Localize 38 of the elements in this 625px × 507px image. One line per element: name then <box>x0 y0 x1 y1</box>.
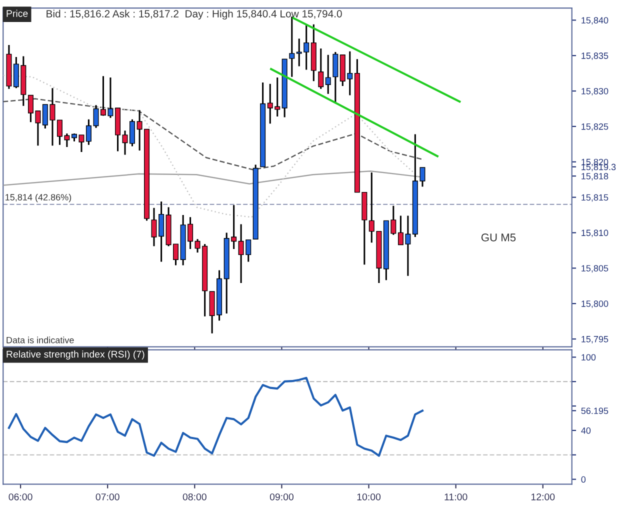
x-tick-label: 06:00 <box>8 493 32 500</box>
x-tick-label: 09:00 <box>270 493 294 500</box>
y-tick-label: 15,810 <box>582 230 608 238</box>
line-series <box>8 376 424 457</box>
y-tick-label: 100 <box>582 354 596 361</box>
candlestick <box>332 51 338 104</box>
y-tick-label: 15,805 <box>582 265 608 273</box>
candlestick <box>151 207 157 247</box>
y-tick-label: 15,825 <box>582 123 608 131</box>
x-tick-label: 12:00 <box>531 493 555 500</box>
annotation: GU M5 <box>481 234 516 242</box>
candlestick <box>122 130 128 156</box>
chart-title: Price <box>6 10 28 17</box>
ref-line-label: 15,814 (42.86%) <box>6 194 72 202</box>
y-tick-label: 0 <box>581 476 586 483</box>
x-tick-label: 10:00 <box>357 493 381 500</box>
y-tick-label: 56.195 <box>581 408 608 414</box>
line-series <box>3 98 424 170</box>
y-tick-label: 15,795 <box>582 336 608 344</box>
y-tick-label: 15,840 <box>582 17 608 25</box>
chart-title: Relative strength index (RSI) (7) <box>6 350 144 360</box>
y-tick-label: 15,815 <box>582 194 608 202</box>
candlestick <box>318 48 324 90</box>
x-tick-label: 07:00 <box>96 493 120 500</box>
annotation: Data is indicative <box>6 336 74 344</box>
candlestick <box>129 118 135 148</box>
candlestick <box>325 54 331 95</box>
candlestick <box>86 118 92 146</box>
annotation: Bid : 15,816.2 Ask : 15,817.2 Day : High 15,840.4 Low 15,794.0 <box>46 10 342 20</box>
y-tick-label: 40 <box>581 427 591 434</box>
candlestick <box>158 200 164 263</box>
candlestick <box>289 16 295 78</box>
x-tick-label: 11:00 <box>444 493 468 500</box>
x-tick-label: 08:00 <box>182 493 206 500</box>
y-tick-label: 15,830 <box>582 88 608 96</box>
y-tick-label: 15,818 <box>582 173 608 180</box>
y-tick-label: 15,835 <box>582 52 608 60</box>
y-tick-label: 15,800 <box>582 300 608 308</box>
